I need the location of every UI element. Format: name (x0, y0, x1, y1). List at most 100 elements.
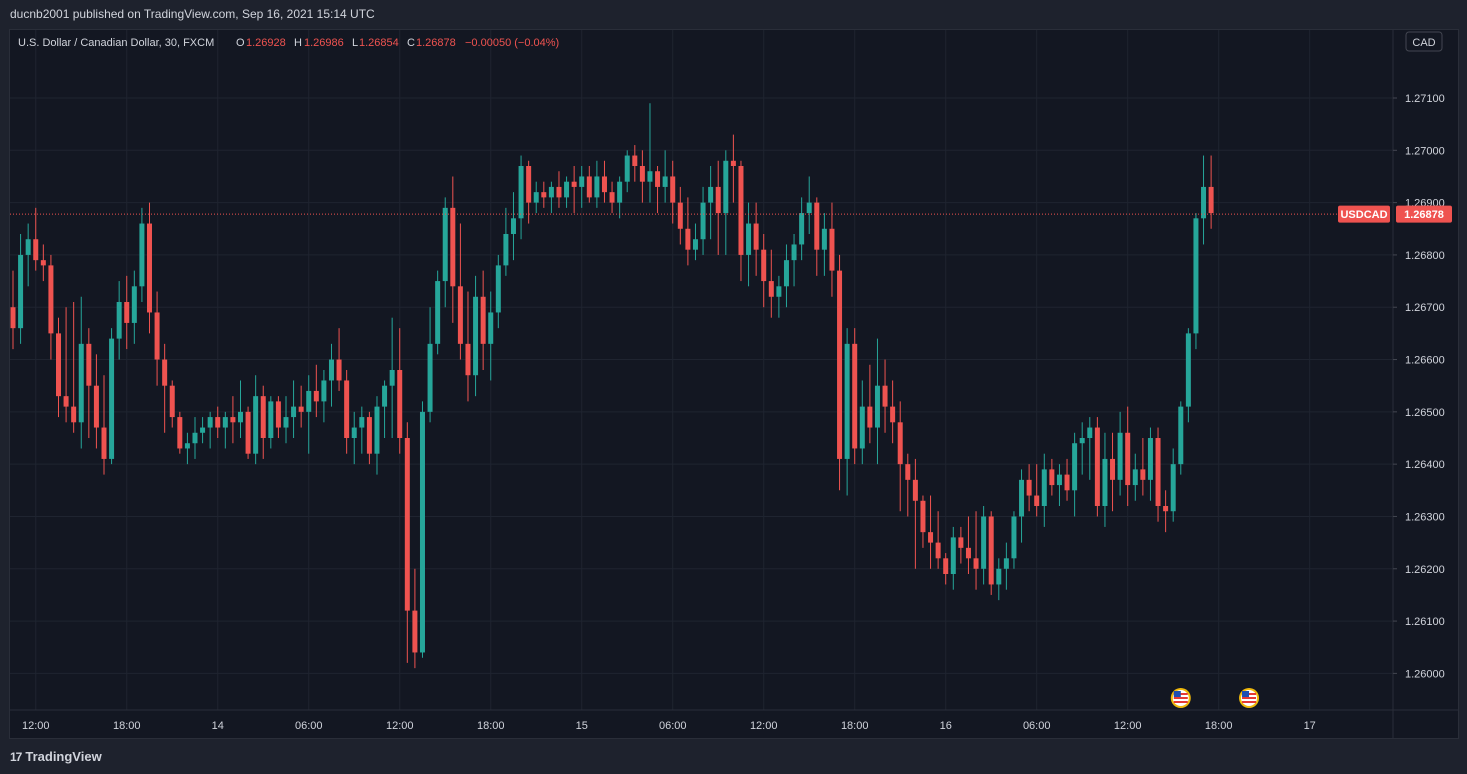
candle-up (662, 150, 668, 203)
candle-body (1193, 218, 1199, 334)
candle-up (617, 176, 623, 219)
candle-body (897, 422, 903, 465)
candle-body (1079, 438, 1085, 444)
currency-badge[interactable]: CAD (1405, 31, 1443, 52)
candle-body (10, 307, 16, 329)
candle-body (776, 286, 782, 297)
candle-down (71, 302, 77, 433)
candle-body (419, 411, 425, 653)
candle-body (480, 296, 486, 344)
candle-down (230, 396, 236, 444)
candle-body (943, 558, 949, 574)
candle-body (996, 568, 1002, 585)
candle-body (306, 390, 312, 412)
candle-up (131, 270, 137, 344)
candle-body (655, 171, 661, 187)
candle-up (207, 411, 213, 449)
candle-up (427, 307, 433, 423)
candle-body (677, 202, 683, 229)
candle-down (1163, 490, 1169, 533)
price-tag: USDCAD 1.26878 (1338, 205, 1452, 223)
candle-down (1208, 155, 1214, 229)
time-tick-label: 18:00 (841, 720, 869, 732)
candle-body (1026, 479, 1032, 496)
candle-body (1155, 438, 1161, 506)
legend-h-label: H (294, 37, 302, 49)
tradingview-brand[interactable]: 17 TradingView (10, 749, 102, 764)
candle-up (1170, 448, 1176, 522)
candle-body (579, 176, 585, 187)
candle-body (298, 406, 304, 412)
candle-body (230, 417, 236, 423)
time-tick-label: 12:00 (1114, 720, 1142, 732)
candle-up (1056, 464, 1062, 506)
candle-body (518, 166, 524, 219)
publish-header: ducnb2001 published on TradingView.com, … (0, 0, 1467, 29)
candle-down (670, 160, 676, 224)
candle-down (404, 422, 410, 663)
candle-body (63, 396, 69, 407)
candle-body (510, 218, 516, 234)
candle-up (283, 396, 289, 444)
candle-down (412, 568, 418, 669)
candle-up (1147, 427, 1153, 501)
candle-down (63, 307, 69, 423)
candle-body (548, 186, 554, 198)
candle-down (556, 171, 562, 208)
candle-up (200, 417, 206, 444)
candle-down (973, 511, 979, 590)
candle-down (480, 270, 486, 370)
candle-body (692, 239, 698, 250)
candle-down (366, 411, 372, 465)
candle-up (442, 197, 448, 308)
candle-down (48, 254, 54, 360)
candle-down (1140, 438, 1146, 496)
candle-down (677, 186, 683, 245)
footer: 17 TradingView (0, 739, 1467, 774)
candle-body (237, 411, 243, 423)
candle-body (124, 302, 130, 323)
candle-body (1041, 469, 1047, 506)
candle-up (495, 254, 501, 329)
candle-up (78, 296, 84, 449)
candle-down (1110, 432, 1116, 512)
candle-up (1011, 511, 1017, 569)
legend-c-value: 1.26878 (416, 37, 456, 49)
candle-body (495, 265, 501, 313)
candle-down (336, 328, 342, 391)
candle-down (867, 364, 873, 444)
candle-up (351, 411, 357, 465)
candle-up (783, 244, 789, 308)
price-tag-value: 1.26878 (1404, 209, 1444, 221)
candle-body (184, 443, 190, 449)
price-tick-label: 1.26100 (1405, 616, 1445, 628)
price-axis[interactable]: 1.26000 1.26100 1.26200 1.26300 1.26400 1.265… (1392, 29, 1445, 739)
candle-body (973, 558, 979, 569)
candle-body (139, 223, 145, 287)
candle-body (40, 260, 46, 266)
candle-up (328, 343, 334, 407)
candle-body (746, 223, 752, 255)
candle-up (268, 396, 274, 449)
candle-body (685, 228, 691, 250)
candle-up (518, 155, 524, 240)
candle-body (814, 202, 820, 250)
us-flag-icon[interactable] (1170, 688, 1191, 708)
candle-body (116, 302, 122, 339)
candle-body (617, 181, 623, 203)
us-flag-icon[interactable] (1239, 688, 1260, 708)
time-axis[interactable]: 12:00 18:00 14 06:00 12:00 18:00 15 06:00 12:00 1… (9, 709, 1459, 732)
candle-up (564, 176, 570, 208)
candle-up (624, 150, 630, 193)
candle-body (450, 207, 456, 287)
candle-down (814, 197, 820, 276)
candle-body (109, 338, 115, 459)
candle-down (1034, 464, 1040, 517)
candle-up (184, 432, 190, 465)
candle-up (692, 223, 698, 261)
candle-body (465, 343, 471, 376)
candle-body (799, 213, 805, 245)
time-tick-label: 06:00 (1023, 720, 1051, 732)
candle-up (374, 396, 380, 475)
